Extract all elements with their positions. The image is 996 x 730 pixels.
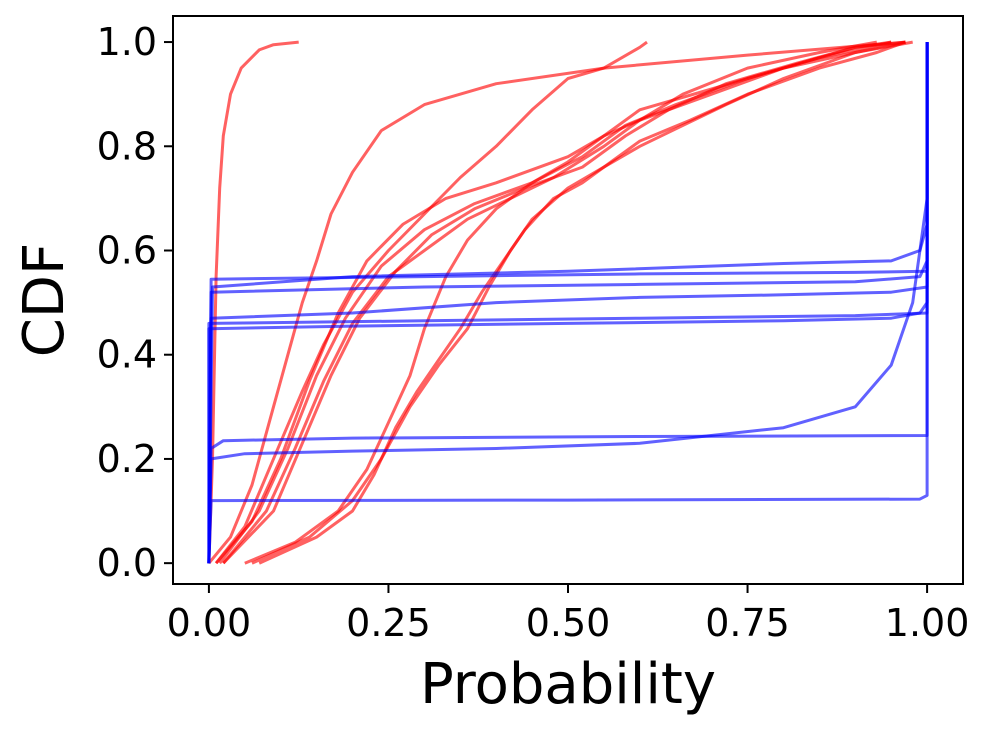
x-tick-label: 0.50 bbox=[526, 601, 611, 645]
y-tick-label: 0.6 bbox=[97, 228, 157, 272]
series-layer bbox=[207, 40, 929, 565]
x-axis: 0.00 0.25 0.50 0.75 1.00 bbox=[167, 584, 970, 645]
x-tick-label: 1.00 bbox=[885, 601, 970, 645]
series-line-blue-11 bbox=[207, 42, 929, 564]
y-axis-title: CDF bbox=[12, 243, 77, 357]
series-line-red-4 bbox=[214, 40, 906, 565]
y-tick-label: 0.4 bbox=[97, 333, 157, 377]
y-tick-label: 1.0 bbox=[97, 20, 157, 64]
series-line-red-8 bbox=[244, 40, 906, 565]
y-tick-label: 0.0 bbox=[97, 541, 157, 585]
series-line-red-7 bbox=[222, 40, 892, 565]
series-line-blue-18 bbox=[207, 42, 929, 564]
series-line-red-1 bbox=[207, 40, 299, 564]
y-tick-label: 0.8 bbox=[97, 124, 157, 168]
y-tick-label: 0.2 bbox=[97, 437, 157, 481]
series-line-red-9 bbox=[251, 40, 913, 565]
series-line-blue-16 bbox=[207, 42, 929, 564]
x-tick-label: 0.25 bbox=[346, 601, 431, 645]
series-line-red-2 bbox=[207, 40, 906, 565]
series-line-blue-19 bbox=[207, 42, 929, 564]
series-line-blue-15 bbox=[207, 42, 929, 564]
y-axis: 0.0 0.2 0.4 0.6 0.8 1.0 bbox=[97, 20, 173, 585]
series-line-blue-13 bbox=[207, 42, 929, 564]
series-line-red-6 bbox=[222, 40, 878, 565]
series-line-red-5 bbox=[218, 40, 892, 565]
series-line-red-10 bbox=[258, 40, 907, 565]
series-line-blue-12 bbox=[207, 42, 929, 564]
series-line-blue-17 bbox=[207, 42, 929, 564]
x-tick-label: 0.00 bbox=[167, 601, 252, 645]
x-axis-title: Probability bbox=[420, 652, 716, 717]
series-line-red-3 bbox=[214, 40, 648, 565]
x-tick-label: 0.75 bbox=[705, 601, 790, 645]
series-line-blue-14 bbox=[207, 42, 929, 564]
